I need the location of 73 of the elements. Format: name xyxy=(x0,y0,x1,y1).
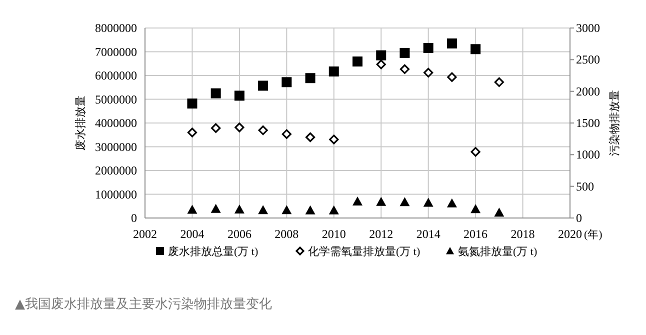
point xyxy=(187,204,198,214)
point xyxy=(305,132,316,142)
y-tick-label: 5000000 xyxy=(95,92,137,106)
y2-tick-label: 3000 xyxy=(576,21,600,35)
point xyxy=(470,204,481,214)
point xyxy=(400,197,410,206)
x-tick-label: 2014 xyxy=(416,227,440,241)
point xyxy=(470,44,481,54)
point xyxy=(446,38,457,48)
y-tick-label: 6000000 xyxy=(95,68,137,82)
x-tick-label: 2004 xyxy=(180,227,204,241)
y2-tick-label: 1500 xyxy=(576,116,600,130)
x-axis-title: (年) xyxy=(584,229,603,241)
x-tick-label: 2016 xyxy=(464,227,488,241)
point xyxy=(187,128,198,138)
point xyxy=(211,123,221,133)
point xyxy=(282,77,292,88)
y2-tick-label: 2500 xyxy=(576,52,600,67)
point xyxy=(447,72,457,82)
point xyxy=(210,204,221,213)
point xyxy=(446,198,457,208)
point xyxy=(234,90,244,101)
text: ▲我国废水排放量及主要水污染物排放量变化 xyxy=(15,296,272,312)
y-tick-label: 2000000 xyxy=(95,164,137,178)
point xyxy=(400,48,410,58)
point xyxy=(328,205,339,214)
y2-axis-title: 污染物排放量 xyxy=(608,90,621,156)
y2-tick-label: 500 xyxy=(576,179,594,194)
point xyxy=(234,122,244,132)
y-axis-title: 废水排放量 xyxy=(74,96,87,150)
point xyxy=(328,66,339,76)
point xyxy=(329,134,339,144)
point xyxy=(187,98,198,109)
legend-label: 化学需氧量排放量(万 t) xyxy=(308,246,420,258)
point xyxy=(234,204,244,214)
x-tick-label: 2012 xyxy=(369,227,394,241)
x-tick-label: 2002 xyxy=(133,227,157,241)
point xyxy=(352,56,362,66)
point xyxy=(210,88,221,98)
point xyxy=(305,205,316,214)
point xyxy=(376,196,386,206)
legend-label: 废水排放总量(万 t) xyxy=(168,245,258,258)
legend-label: 氨氮排放量(万 t) xyxy=(458,246,538,258)
y2-tick-label: 2000 xyxy=(576,84,600,98)
point xyxy=(423,198,434,207)
y-tick-label: 8000000 xyxy=(95,21,137,35)
point xyxy=(424,68,434,78)
point xyxy=(376,50,386,60)
point xyxy=(423,42,434,53)
x-tick-label: 2010 xyxy=(322,227,346,241)
point xyxy=(258,80,268,91)
y2-tick-label: 0 xyxy=(576,211,582,225)
point xyxy=(376,60,386,70)
y-tick-label: 0 xyxy=(131,211,137,225)
point xyxy=(258,205,268,214)
y2-tick-label: 1000 xyxy=(576,148,600,162)
point xyxy=(400,64,410,74)
point xyxy=(305,73,316,84)
point xyxy=(258,125,268,136)
x-tick-label: 2008 xyxy=(274,227,299,241)
point xyxy=(282,205,292,214)
point xyxy=(494,208,504,217)
x-tick-label: 2018 xyxy=(510,227,535,241)
y-tick-label: 1000000 xyxy=(95,187,137,202)
y-tick-label: 3000000 xyxy=(95,140,137,154)
y-tick-label: 7000000 xyxy=(95,44,137,59)
point xyxy=(282,129,292,139)
point xyxy=(470,147,480,157)
x-tick-label: 2020 xyxy=(558,227,582,241)
y-tick-label: 4000000 xyxy=(95,116,137,130)
point xyxy=(352,196,362,206)
x-tick-label: 2006 xyxy=(227,227,252,241)
point xyxy=(494,77,504,87)
